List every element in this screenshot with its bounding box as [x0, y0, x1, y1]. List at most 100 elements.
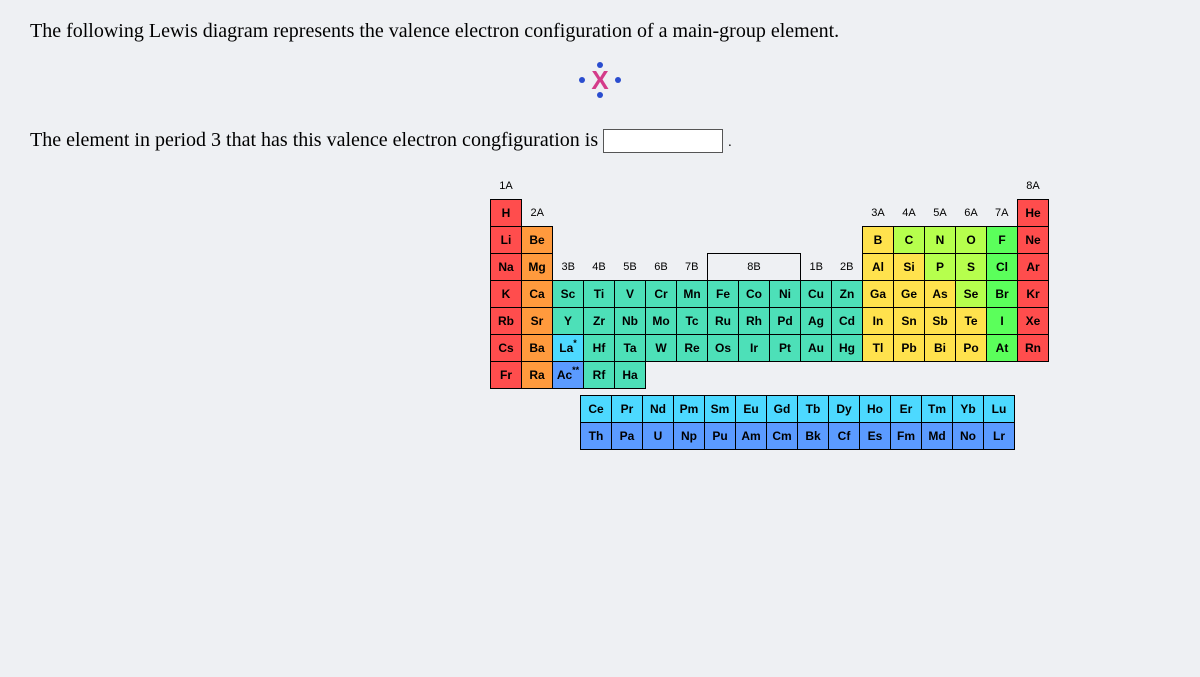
element-cell[interactable]: Tl: [863, 335, 894, 362]
element-cell[interactable]: Ag: [801, 308, 832, 335]
element-cell[interactable]: O: [956, 227, 987, 254]
element-cell[interactable]: N: [925, 227, 956, 254]
element-cell[interactable]: Ha: [615, 362, 646, 389]
element-cell[interactable]: Gd: [767, 396, 798, 423]
element-cell[interactable]: Md: [922, 423, 953, 450]
element-cell[interactable]: Fm: [891, 423, 922, 450]
element-cell[interactable]: Er: [891, 396, 922, 423]
element-cell[interactable]: Ca: [522, 281, 553, 308]
element-cell[interactable]: W: [646, 335, 677, 362]
element-cell[interactable]: Hg: [832, 335, 863, 362]
element-cell[interactable]: Rh: [739, 308, 770, 335]
element-cell[interactable]: Eu: [736, 396, 767, 423]
element-cell[interactable]: U: [643, 423, 674, 450]
element-cell[interactable]: Re: [677, 335, 708, 362]
element-cell[interactable]: B: [863, 227, 894, 254]
element-cell[interactable]: Li: [491, 227, 522, 254]
element-cell[interactable]: Es: [860, 423, 891, 450]
element-cell[interactable]: Cr: [646, 281, 677, 308]
element-cell[interactable]: Mn: [677, 281, 708, 308]
element-cell[interactable]: Rf: [584, 362, 615, 389]
element-cell[interactable]: C: [894, 227, 925, 254]
element-cell[interactable]: V: [615, 281, 646, 308]
element-cell[interactable]: Co: [739, 281, 770, 308]
element-cell[interactable]: Pa: [612, 423, 643, 450]
element-cell[interactable]: Sc: [553, 281, 584, 308]
element-cell[interactable]: Ba: [522, 335, 553, 362]
element-cell[interactable]: Na: [491, 254, 522, 281]
element-cell[interactable]: Kr: [1018, 281, 1049, 308]
element-cell[interactable]: Ti: [584, 281, 615, 308]
element-cell[interactable]: Y: [553, 308, 584, 335]
element-cell[interactable]: Hf: [584, 335, 615, 362]
element-cell[interactable]: Po: [956, 335, 987, 362]
element-cell[interactable]: I: [987, 308, 1018, 335]
element-cell[interactable]: K: [491, 281, 522, 308]
element-cell[interactable]: Mg: [522, 254, 553, 281]
element-cell[interactable]: Pr: [612, 396, 643, 423]
element-cell[interactable]: Be: [522, 227, 553, 254]
element-cell[interactable]: Lu: [984, 396, 1015, 423]
element-cell[interactable]: Ce: [581, 396, 612, 423]
element-cell[interactable]: Tm: [922, 396, 953, 423]
element-cell[interactable]: Bi: [925, 335, 956, 362]
element-cell[interactable]: Am: [736, 423, 767, 450]
element-cell[interactable]: Ru: [708, 308, 739, 335]
element-cell[interactable]: No: [953, 423, 984, 450]
element-cell[interactable]: Pb: [894, 335, 925, 362]
element-cell[interactable]: Si: [894, 254, 925, 281]
element-cell[interactable]: Te: [956, 308, 987, 335]
element-cell[interactable]: Sn: [894, 308, 925, 335]
answer-input[interactable]: [603, 129, 723, 153]
element-cell[interactable]: Ge: [894, 281, 925, 308]
element-cell[interactable]: Bk: [798, 423, 829, 450]
element-cell[interactable]: Dy: [829, 396, 860, 423]
element-cell[interactable]: Yb: [953, 396, 984, 423]
element-cell[interactable]: Nd: [643, 396, 674, 423]
element-cell[interactable]: Pd: [770, 308, 801, 335]
element-cell[interactable]: Ir: [739, 335, 770, 362]
element-cell[interactable]: Fr: [491, 362, 522, 389]
element-cell[interactable]: Ne: [1018, 227, 1049, 254]
element-cell[interactable]: Cu: [801, 281, 832, 308]
element-cell[interactable]: Nb: [615, 308, 646, 335]
element-cell[interactable]: H: [491, 200, 522, 227]
element-cell[interactable]: At: [987, 335, 1018, 362]
element-cell[interactable]: Cd: [832, 308, 863, 335]
element-cell[interactable]: As: [925, 281, 956, 308]
element-cell[interactable]: Sm: [705, 396, 736, 423]
element-cell[interactable]: Sr: [522, 308, 553, 335]
element-cell[interactable]: Cf: [829, 423, 860, 450]
element-cell[interactable]: Lr: [984, 423, 1015, 450]
element-cell[interactable]: Np: [674, 423, 705, 450]
element-cell[interactable]: Pm: [674, 396, 705, 423]
element-cell[interactable]: Ta: [615, 335, 646, 362]
element-cell[interactable]: Ra: [522, 362, 553, 389]
element-cell[interactable]: Zr: [584, 308, 615, 335]
element-cell[interactable]: Xe: [1018, 308, 1049, 335]
element-cell[interactable]: P: [925, 254, 956, 281]
element-cell[interactable]: La*: [553, 335, 584, 362]
element-cell[interactable]: F: [987, 227, 1018, 254]
element-cell[interactable]: Cl: [987, 254, 1018, 281]
element-cell[interactable]: S: [956, 254, 987, 281]
element-cell[interactable]: He: [1018, 200, 1049, 227]
element-cell[interactable]: Rn: [1018, 335, 1049, 362]
element-cell[interactable]: Fe: [708, 281, 739, 308]
element-cell[interactable]: Ga: [863, 281, 894, 308]
element-cell[interactable]: Tc: [677, 308, 708, 335]
element-cell[interactable]: Se: [956, 281, 987, 308]
element-cell[interactable]: Pt: [770, 335, 801, 362]
element-cell[interactable]: Au: [801, 335, 832, 362]
element-cell[interactable]: Zn: [832, 281, 863, 308]
element-cell[interactable]: Tb: [798, 396, 829, 423]
element-cell[interactable]: Ho: [860, 396, 891, 423]
element-cell[interactable]: Ac**: [553, 362, 584, 389]
element-cell[interactable]: Pu: [705, 423, 736, 450]
element-cell[interactable]: Mo: [646, 308, 677, 335]
element-cell[interactable]: Os: [708, 335, 739, 362]
element-cell[interactable]: Cs: [491, 335, 522, 362]
element-cell[interactable]: Al: [863, 254, 894, 281]
element-cell[interactable]: In: [863, 308, 894, 335]
element-cell[interactable]: Th: [581, 423, 612, 450]
